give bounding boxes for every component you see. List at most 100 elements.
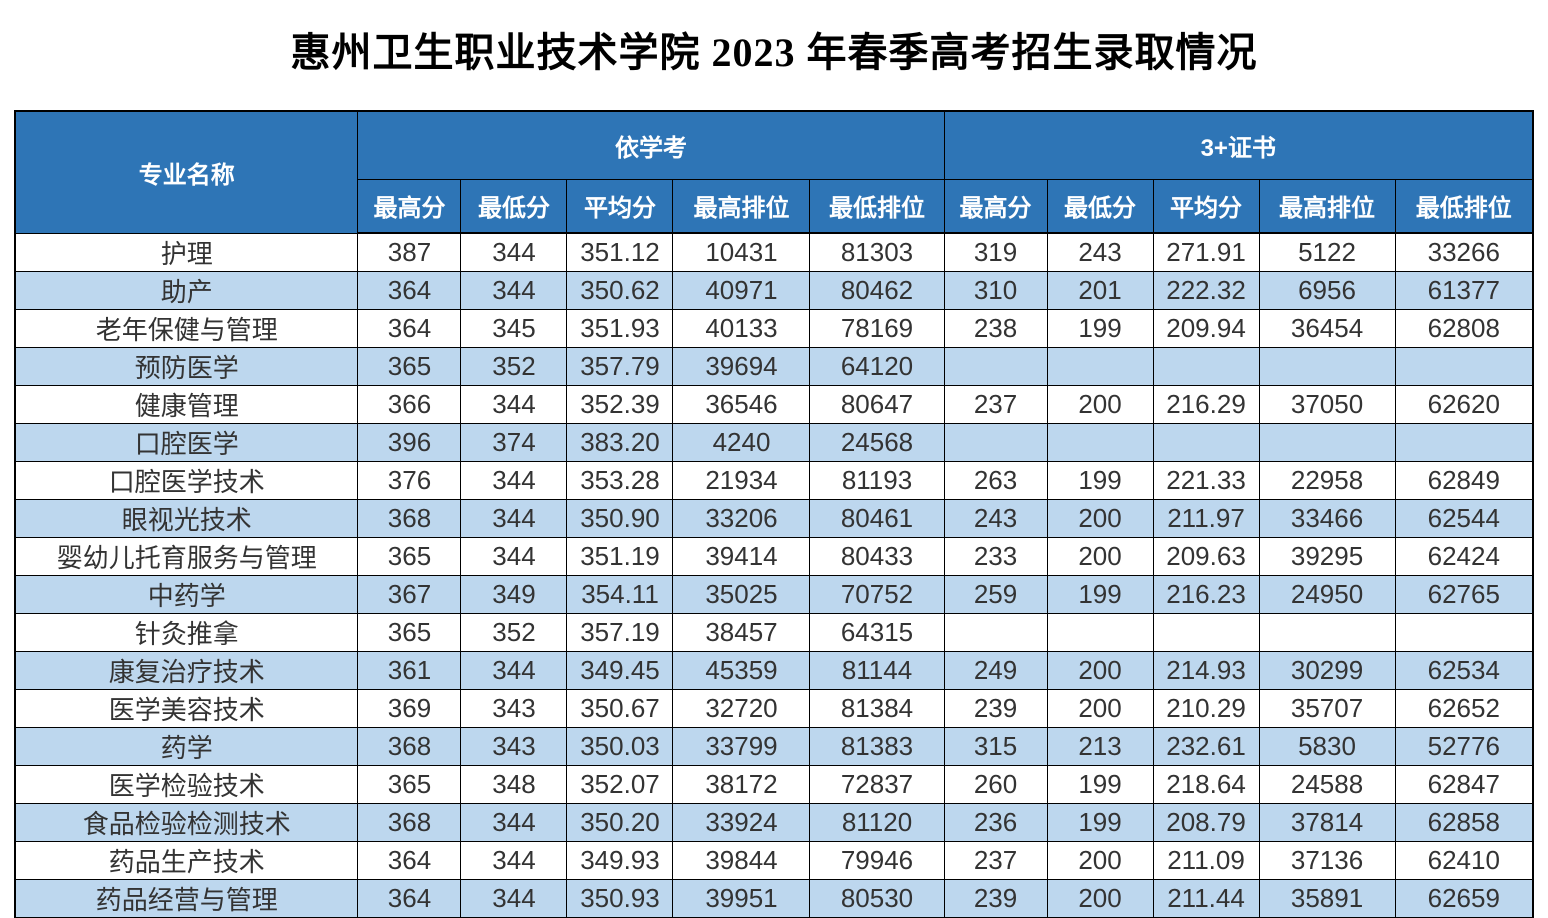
page-title: 惠州卫生职业技术学院 2023 年春季高考招生录取情况 xyxy=(290,30,1258,75)
subheader-avg-score: 平均分 xyxy=(1152,178,1260,234)
xk-min-rank-cell: 80462 xyxy=(809,270,945,310)
zs-min-rank-cell: 62849 xyxy=(1394,460,1534,500)
xk-max-score-cell: 364 xyxy=(357,308,462,348)
table-row: 助产 364 344 350.62 40971 80462 310 201 222.32 6956… xyxy=(14,270,1534,310)
subheader-min-score: 最低分 xyxy=(460,178,568,234)
xk-min-score-cell: 344 xyxy=(460,498,568,538)
zs-max-score-cell: 239 xyxy=(943,688,1048,728)
major-cell: 眼视光技术 xyxy=(14,498,359,538)
zs-min-rank-cell: 62808 xyxy=(1394,308,1534,348)
xk-min-score-cell: 344 xyxy=(460,460,568,500)
zs-avg-score-cell xyxy=(1152,346,1260,386)
subheader-max-score: 最高分 xyxy=(943,178,1048,234)
xk-avg-score-cell: 357.19 xyxy=(566,612,674,652)
zs-max-rank-cell xyxy=(1258,612,1396,652)
xk-min-score-cell: 344 xyxy=(460,650,568,690)
table-row: 预防医学 365 352 357.79 39694 64120 xyxy=(14,346,1534,386)
table-row: 药学 368 343 350.03 33799 81383 315 213 232.61 5830… xyxy=(14,726,1534,766)
zs-max-score-cell: 315 xyxy=(943,726,1048,766)
xk-avg-score-cell: 352.07 xyxy=(566,764,674,804)
xk-max-score-cell: 365 xyxy=(357,612,462,652)
zs-min-rank-cell: 62765 xyxy=(1394,574,1534,614)
xk-max-score-cell: 366 xyxy=(357,384,462,424)
xk-max-score-cell: 361 xyxy=(357,650,462,690)
zs-max-rank-cell: 37050 xyxy=(1258,384,1396,424)
table-row: 药品生产技术 364 344 349.93 39844 79946 237 200 211.09… xyxy=(14,840,1534,880)
zs-min-rank-cell: 62544 xyxy=(1394,498,1534,538)
xk-max-score-cell: 364 xyxy=(357,270,462,310)
zs-max-rank-cell xyxy=(1258,422,1396,462)
major-cell: 针灸推拿 xyxy=(14,612,359,652)
zs-min-score-cell: 213 xyxy=(1046,726,1154,766)
zs-avg-score-cell: 211.09 xyxy=(1152,840,1260,880)
xk-max-rank-cell: 40133 xyxy=(672,308,811,348)
zs-min-rank-cell: 62424 xyxy=(1394,536,1534,576)
xk-avg-score-cell: 383.20 xyxy=(566,422,674,462)
zs-min-rank-cell: 62652 xyxy=(1394,688,1534,728)
zs-min-score-cell: 200 xyxy=(1046,688,1154,728)
table-row: 老年保健与管理 364 345 351.93 40133 78169 238 199 209.9… xyxy=(14,308,1534,348)
zs-max-score-cell: 237 xyxy=(943,840,1048,880)
table-row: 健康管理 366 344 352.39 36546 80647 237 200 216.29 37… xyxy=(14,384,1534,424)
zs-min-rank-cell: 62659 xyxy=(1394,878,1534,918)
table-row: 护理 387 344 351.12 10431 81303 319 243 271.91 5122… xyxy=(14,232,1534,272)
zs-avg-score-cell: 209.63 xyxy=(1152,536,1260,576)
zs-avg-score-cell: 271.91 xyxy=(1152,232,1260,272)
subheader-row: 最高分 最低分 平均分 最高排位 最低排位 最高分 最低分 平均分 最高排位 最低排位 xyxy=(15,178,1534,234)
xk-avg-score-cell: 350.62 xyxy=(566,270,674,310)
xk-min-score-cell: 344 xyxy=(460,536,568,576)
major-cell: 健康管理 xyxy=(14,384,359,424)
xk-max-rank-cell: 39694 xyxy=(672,346,811,386)
zs-min-score-cell: 200 xyxy=(1046,498,1154,538)
column-header-major: 专业名称 xyxy=(14,110,359,234)
zs-max-rank-cell: 5830 xyxy=(1258,726,1396,766)
major-cell: 婴幼儿托育服务与管理 xyxy=(14,536,359,576)
major-cell: 助产 xyxy=(14,270,359,310)
xk-max-rank-cell: 45359 xyxy=(672,650,811,690)
xk-min-score-cell: 352 xyxy=(460,612,568,652)
zs-min-score-cell: 200 xyxy=(1046,384,1154,424)
zs-max-score-cell: 233 xyxy=(943,536,1048,576)
zs-min-score-cell xyxy=(1046,346,1154,386)
group-header-row: 专业名称 依学考 3+证书 xyxy=(14,110,1534,234)
zs-min-score-cell: 200 xyxy=(1046,840,1154,880)
zs-max-rank-cell: 24950 xyxy=(1258,574,1396,614)
xk-max-rank-cell: 39951 xyxy=(672,878,811,918)
zs-max-score-cell: 259 xyxy=(943,574,1048,614)
zs-min-rank-cell: 62858 xyxy=(1394,802,1534,842)
xk-max-rank-cell: 33206 xyxy=(672,498,811,538)
zs-max-score-cell: 319 xyxy=(943,232,1048,272)
zs-min-rank-cell: 33266 xyxy=(1394,232,1534,272)
subheader-min-rank: 最低排位 xyxy=(809,178,945,234)
zs-max-score-cell xyxy=(943,422,1048,462)
subheader-max-rank: 最高排位 xyxy=(672,178,811,234)
xk-max-rank-cell: 40971 xyxy=(672,270,811,310)
xk-min-rank-cell: 24568 xyxy=(809,422,945,462)
zs-min-score-cell: 243 xyxy=(1046,232,1154,272)
major-cell: 药品生产技术 xyxy=(14,840,359,880)
xk-min-score-cell: 348 xyxy=(460,764,568,804)
zs-max-rank-cell: 5122 xyxy=(1258,232,1396,272)
zs-avg-score-cell: 211.44 xyxy=(1152,878,1260,918)
major-cell: 口腔医学技术 xyxy=(14,460,359,500)
zs-min-score-cell xyxy=(1046,612,1154,652)
major-cell: 医学检验技术 xyxy=(14,764,359,804)
xk-min-rank-cell: 78169 xyxy=(809,308,945,348)
zs-avg-score-cell xyxy=(1152,612,1260,652)
zs-max-score-cell: 249 xyxy=(943,650,1048,690)
xk-max-score-cell: 365 xyxy=(357,346,462,386)
major-cell: 中药学 xyxy=(14,574,359,614)
xk-max-score-cell: 368 xyxy=(357,802,462,842)
xk-max-score-cell: 396 xyxy=(357,422,462,462)
xk-avg-score-cell: 349.93 xyxy=(566,840,674,880)
xk-avg-score-cell: 350.93 xyxy=(566,878,674,918)
zs-avg-score-cell: 222.32 xyxy=(1152,270,1260,310)
zs-min-score-cell: 199 xyxy=(1046,460,1154,500)
xk-avg-score-cell: 349.45 xyxy=(566,650,674,690)
xk-min-rank-cell: 80530 xyxy=(809,878,945,918)
xk-min-rank-cell: 81144 xyxy=(809,650,945,690)
zs-avg-score-cell: 214.93 xyxy=(1152,650,1260,690)
subheader-min-score: 最低分 xyxy=(1046,178,1154,234)
zs-max-rank-cell: 39295 xyxy=(1258,536,1396,576)
zs-avg-score-cell: 210.29 xyxy=(1152,688,1260,728)
